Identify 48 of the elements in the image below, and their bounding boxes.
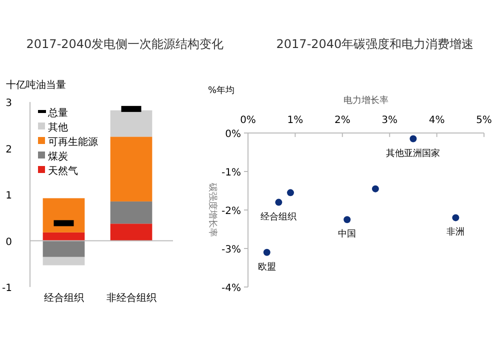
legend-label: 可再生能源 [48,136,98,148]
x-tick-label: 1% [287,115,304,126]
x-tick-label: 5% [476,115,492,126]
y-tick-label: -1% [222,168,241,178]
y-tick-label: -1 [2,283,12,294]
x-tick-label: 2% [334,115,350,126]
point [452,214,460,222]
bar [110,110,152,137]
x-tick-label: 非经合组织 [106,292,156,304]
y-tick-label: 2 [6,144,12,156]
annotation: 欧盟 [258,261,276,272]
annotation: 其他亚洲国家 [386,148,440,159]
point [275,198,282,206]
y-tick-label: -3% [222,244,241,256]
bar [110,136,152,202]
legend-label: 天然气 [48,165,78,177]
bar [42,240,85,257]
annotation: 经合组织 [260,211,297,222]
point [410,135,417,142]
x-axis-title: 电力增长率 [344,95,388,106]
point [372,185,379,192]
y-tick-label: -2% [222,206,241,217]
y-tick-label: 1 [6,190,12,202]
legend-label: 煤炭 [48,150,68,162]
y-axis-title: 碳强度增长率 [207,182,218,237]
point [344,216,351,224]
bar [42,256,85,266]
text: %年均 [208,85,235,96]
bar [42,232,85,241]
bar [110,224,152,241]
annotation: 中国 [338,228,356,240]
y-tick-label: 3 [6,98,12,109]
chart-title: 2017-2040年碳强度和电力消费增速 [276,37,474,51]
x-tick-label: 0% [240,115,256,126]
y-tick-label: -4% [222,283,241,294]
y-axis-title: 十亿吨油当量 [6,79,66,91]
bar [42,198,85,232]
y-tick-label: 0 [6,236,12,248]
y-tick-label: 0% [225,129,241,140]
annotation: 非洲 [446,226,465,238]
legend-label: 总量 [47,107,68,119]
x-tick-label: 3% [382,115,398,126]
point [286,189,294,196]
legend-label: 其他 [48,122,68,134]
point [263,248,270,256]
chart-title: 2017-2040发电侧一次能源结构变化 [26,37,224,51]
x-tick-label: 4% [428,115,445,126]
bar [110,201,152,224]
